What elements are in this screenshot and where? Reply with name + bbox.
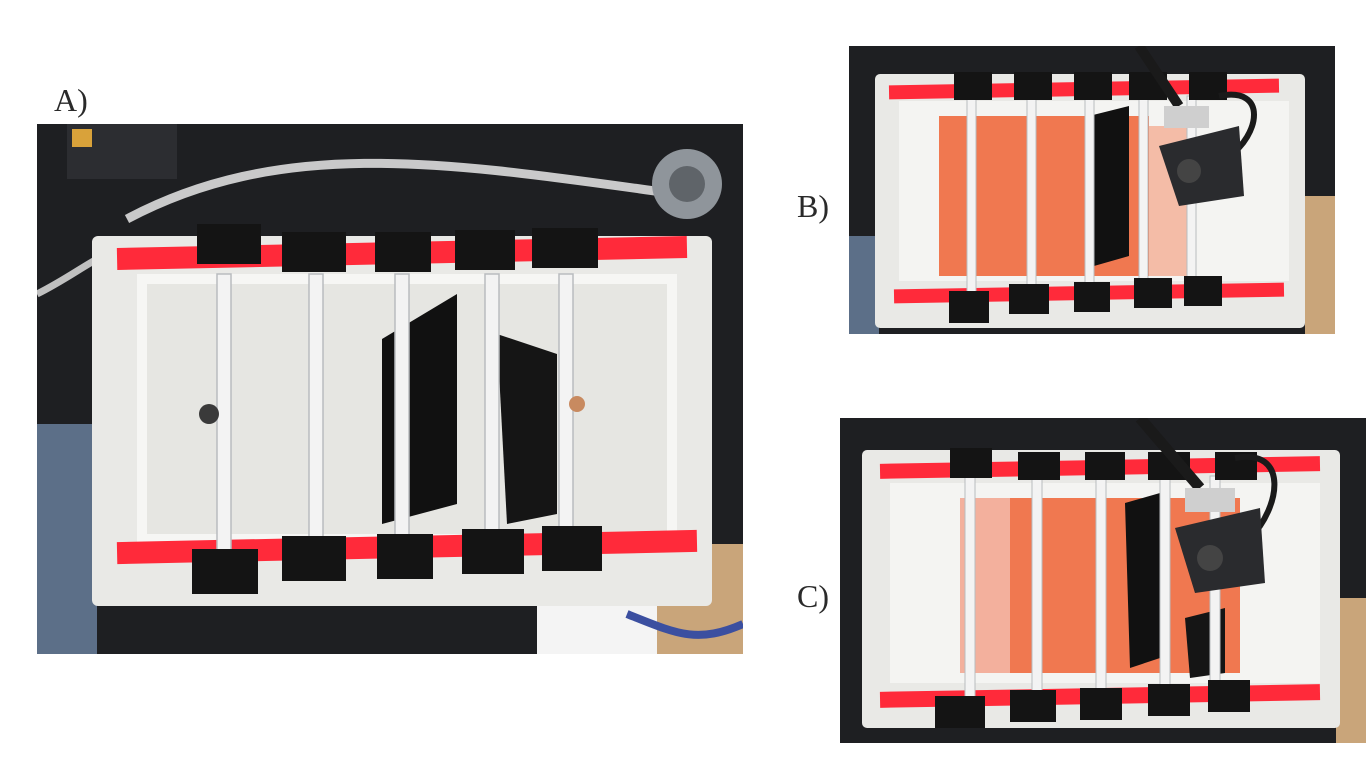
tank-photo-c bbox=[840, 418, 1366, 743]
photo-a bbox=[37, 124, 743, 654]
photo-b bbox=[849, 46, 1335, 334]
tank-photo-b bbox=[849, 46, 1335, 334]
panel-label-b: B) bbox=[797, 188, 829, 224]
photo-c bbox=[840, 418, 1366, 743]
panel-label-c: C) bbox=[797, 578, 829, 614]
tank-photo-a bbox=[37, 124, 743, 654]
panel-label-a: A) bbox=[54, 82, 88, 118]
